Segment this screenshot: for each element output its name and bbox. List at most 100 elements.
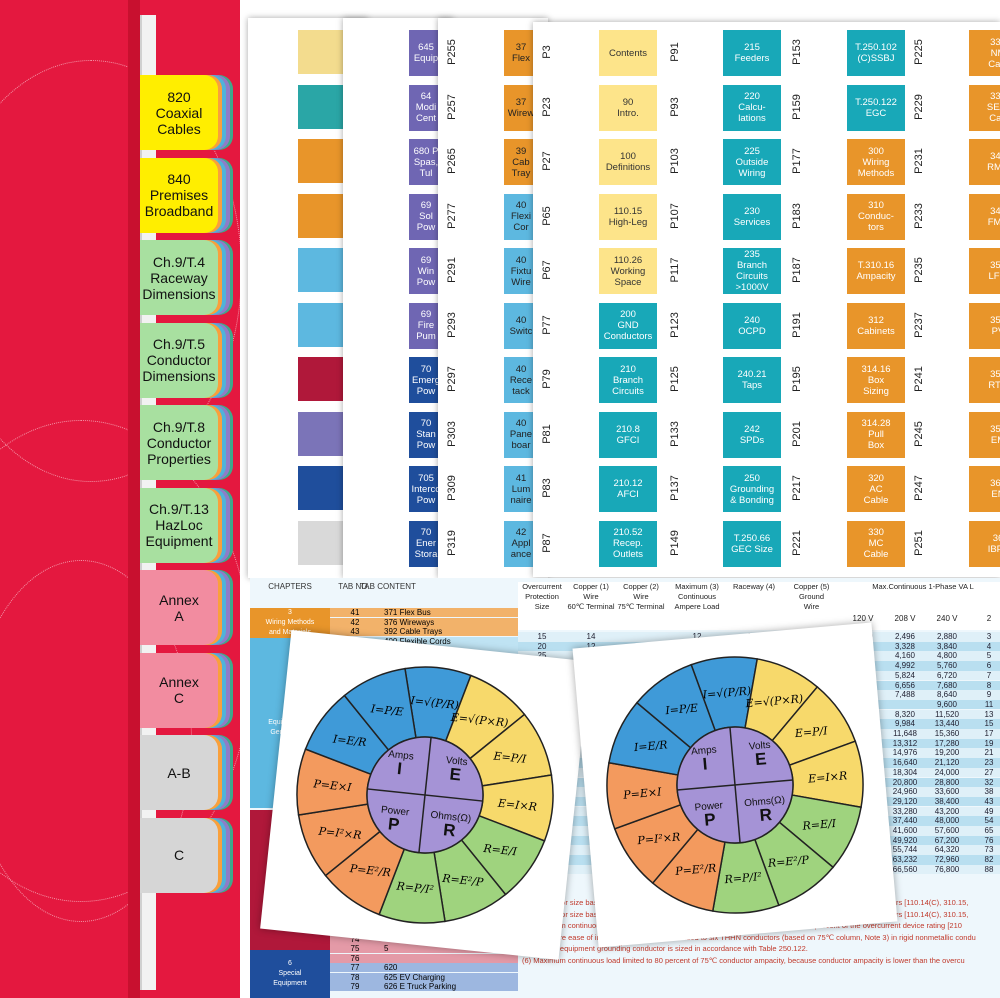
formula-text: P=E×I: [622, 785, 663, 801]
page-number: P117: [669, 257, 681, 283]
table-cell: 24,960: [892, 787, 918, 797]
book-tab[interactable]: Annex A: [140, 570, 218, 645]
tab-label: 225 Outside Wiring: [723, 139, 781, 185]
page-number: P303: [446, 420, 458, 447]
page-number: P149: [669, 529, 681, 556]
page-number: P309: [446, 475, 458, 501]
formula-text: E=P/I: [793, 724, 828, 740]
page-number: P191: [791, 311, 803, 338]
table-cell: 5,824: [894, 670, 916, 680]
book-tab[interactable]: Ch.9/T.5 Conductor Dimensions: [140, 322, 218, 398]
book-tab[interactable]: Ch.9/T.4 Raceway Dimensions: [140, 240, 218, 315]
table-cell: 14,976: [892, 748, 918, 758]
book-tab[interactable]: Ch.9/T.8 Conductor Properties: [140, 405, 218, 480]
tab-label: 210.8 GFCI: [599, 411, 657, 458]
tab-label: 69 Sol Pow: [409, 193, 443, 240]
tab-number: 42: [350, 617, 360, 627]
table-cell: 76,800: [934, 864, 960, 874]
formula-text: R=P/I²: [395, 879, 435, 896]
tab-label: 645 Equip: [409, 30, 443, 76]
book-tab[interactable]: A-B: [140, 735, 218, 810]
page-number: P93: [669, 96, 681, 117]
book-tab-label: A-B: [167, 764, 191, 781]
page-number: P83: [541, 478, 553, 498]
quantity-symbol: E: [449, 765, 462, 785]
formula-text: E=I×R: [807, 769, 848, 785]
tab-label: 215 Feeders: [723, 30, 781, 76]
table-cell: 6,656: [894, 680, 916, 690]
tab-label: 110.15 High-Leg: [599, 193, 657, 240]
tab-label: 40 Switc: [504, 302, 538, 349]
table-cell: 2,880: [936, 632, 958, 641]
page-number: P133: [669, 420, 681, 447]
book-tab-label: 840 Premises Broadband: [144, 171, 214, 219]
formula-text: P=I²×R: [317, 825, 362, 843]
page-number: P277: [446, 202, 458, 229]
book-tab[interactable]: C: [140, 817, 218, 893]
formula-text: P=E²/R: [348, 862, 391, 879]
page-number: P177: [791, 148, 803, 174]
tab-label: T.310.16 Ampacity: [847, 248, 905, 294]
tab-number: 75: [350, 944, 360, 953]
table-cell: 20,800: [892, 777, 918, 787]
table-header: Maximum (3) Continuous Ampere Load: [666, 582, 728, 630]
book-tab[interactable]: Annex C: [140, 652, 218, 728]
page-number: P237: [913, 311, 925, 338]
tab-label: 64 Modi Cent: [409, 84, 443, 131]
formula-text: I=E/R: [331, 733, 367, 750]
table-row: 77 620: [330, 963, 518, 972]
table-cell: 38,400: [934, 796, 960, 806]
page-number: P221: [791, 529, 803, 556]
color-swatch: [298, 466, 344, 510]
book-tab[interactable]: 820 Coaxial Cables: [140, 75, 218, 150]
tab-number: 77: [350, 963, 360, 972]
table-cell: 9,600: [936, 699, 958, 709]
page-number: P235: [913, 257, 925, 283]
table-cell: 15: [537, 632, 547, 641]
page-number: P81: [541, 423, 553, 444]
page-number: P233: [913, 202, 925, 229]
table-cell: 43,200: [934, 806, 960, 816]
table-cell: 64,320: [934, 845, 960, 855]
tab-number: 41: [350, 608, 360, 617]
formula-text: E=√(P×R): [449, 711, 509, 730]
quantity-name: Volts: [445, 755, 468, 768]
book-tab[interactable]: Ch.9/T.13 HazLoc Equipment: [140, 487, 218, 563]
table-header: Copper (1) Wire 60℃ Terminal: [566, 582, 616, 630]
formula-text: P=E×I: [312, 777, 353, 794]
table-cell: 8,640: [936, 690, 958, 700]
tab-label: 242 SPDs: [723, 411, 781, 458]
formula-text: E=P/I: [492, 749, 528, 766]
page-number: P217: [791, 475, 803, 501]
table-cell: 21,120: [934, 758, 960, 768]
table-cell: 11,648: [893, 729, 917, 738]
table-cell: 15,360: [934, 729, 960, 738]
footnote: (5) Copper equipment grounding conductor…: [522, 944, 808, 953]
formula-text: E=√(P×R): [744, 692, 804, 710]
table-cell: 13,312: [892, 738, 918, 748]
book-tab[interactable]: 840 Premises Broadband: [140, 157, 218, 233]
tab-label: 90 Intro.: [599, 84, 657, 131]
color-swatch: [298, 302, 344, 347]
page-number: P77: [541, 314, 553, 335]
page-number: P257: [446, 93, 458, 120]
table-row: 42 376 Wireways: [330, 617, 518, 627]
tab-label: 40 Rece tack: [504, 357, 538, 403]
page-number: P67: [541, 260, 553, 280]
tab-label: 300 Wiring Methods: [847, 139, 905, 185]
page-number: P247: [913, 475, 925, 501]
page-number: P201: [791, 420, 803, 447]
book-tab-label: Annex A: [159, 591, 199, 624]
page-number: P265: [446, 148, 458, 174]
page-number: P297: [446, 366, 458, 392]
page-number: P195: [791, 366, 803, 392]
table-header: Raceway (4): [728, 582, 780, 630]
tab-label: 230 Services: [723, 193, 781, 240]
table-cell: 24,000: [934, 767, 960, 777]
tab-label: 680 P Spas, Tul: [409, 139, 443, 185]
table-cell: 88: [984, 864, 994, 874]
formula-text: E=I×R: [496, 797, 537, 814]
color-swatch: [298, 84, 344, 129]
tab-label: 355 RTR: [969, 357, 1000, 403]
page-number: P319: [446, 529, 458, 556]
